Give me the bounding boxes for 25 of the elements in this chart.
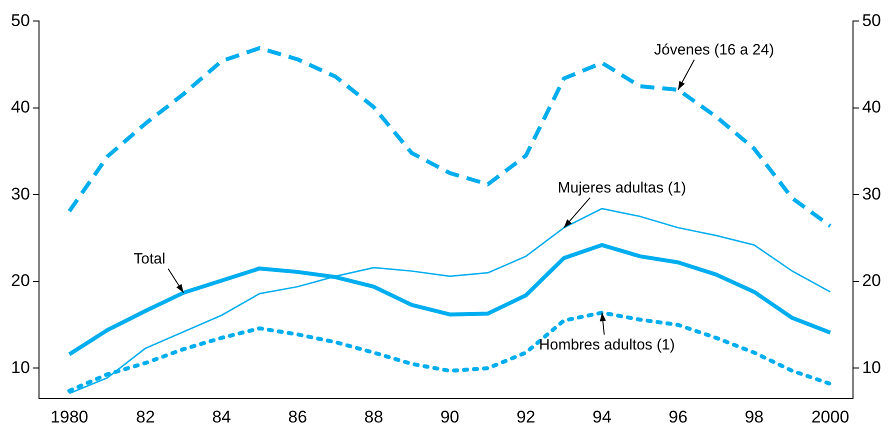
- y2-tick-label: 20: [862, 271, 882, 290]
- x-tick-label: 84: [212, 407, 231, 426]
- x-tick-label: 94: [592, 407, 612, 426]
- y-tick-label: 30: [10, 184, 30, 204]
- y-tick-label: 20: [10, 271, 30, 290]
- y2-tick-label: 50: [862, 10, 882, 30]
- y2-tick-label: 40: [862, 98, 882, 117]
- x-tick-label: 92: [516, 407, 536, 426]
- series-label: Hombres adultos (1): [539, 336, 675, 354]
- x-tick-label: 90: [440, 407, 460, 426]
- series-label: Jóvenes (16 a 24): [654, 41, 774, 58]
- x-tick-label: 82: [136, 407, 155, 426]
- x-tick-label: 98: [744, 407, 764, 426]
- series-label: Mujeres adultas (1): [558, 179, 686, 196]
- y-tick-label: 40: [10, 98, 30, 117]
- x-tick-label: 86: [288, 407, 308, 426]
- x-tick-label: 96: [668, 407, 688, 426]
- x-tick-label: 88: [364, 407, 384, 426]
- x-tick-label: 2000: [811, 407, 850, 426]
- y-tick-label: 50: [10, 10, 30, 30]
- y2-tick-label: 30: [862, 184, 882, 204]
- x-tick-label: 1980: [50, 407, 88, 426]
- y-tick-label: 10: [10, 358, 30, 377]
- y2-tick-label: 10: [862, 358, 882, 377]
- text: Total: [134, 250, 166, 268]
